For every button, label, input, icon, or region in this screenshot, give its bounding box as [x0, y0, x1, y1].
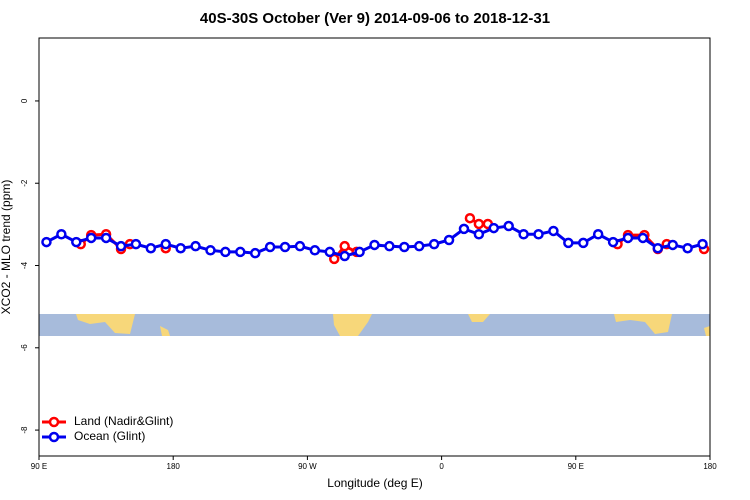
y-tick-label: -8 [20, 426, 29, 434]
point [563, 237, 574, 249]
point [578, 237, 589, 249]
point [518, 228, 529, 240]
point [533, 228, 544, 240]
point [309, 245, 321, 256]
point [637, 232, 649, 244]
point [294, 240, 306, 252]
x-tick-label: 0 [439, 462, 444, 471]
point [175, 242, 186, 254]
point [503, 220, 514, 232]
point [145, 242, 157, 254]
point [697, 238, 708, 250]
point [205, 245, 216, 256]
y-tick-label: -6 [20, 344, 29, 352]
point [548, 225, 559, 237]
point [339, 250, 350, 262]
point [85, 232, 97, 244]
point [100, 232, 112, 244]
x-tick-label: 90 E [568, 462, 584, 471]
plot-frame [38, 37, 711, 457]
point [652, 242, 664, 254]
legend-label: Ocean (Glint) [74, 429, 145, 443]
point [369, 239, 380, 251]
point [384, 240, 395, 252]
point [71, 236, 82, 248]
x-tick-label: 180 [703, 462, 717, 471]
point [115, 240, 127, 252]
point [473, 218, 485, 230]
legend-label: Land (Nadir&Glint) [74, 414, 173, 428]
point [473, 228, 485, 240]
point [279, 241, 291, 253]
chart-title: 40S-30S October (Ver 9) 2014-09-06 to 20… [200, 10, 550, 27]
x-tick-label: 180 [167, 462, 181, 471]
y-tick-label: 0 [20, 98, 29, 103]
point [354, 246, 365, 258]
point [413, 240, 425, 252]
point [443, 234, 455, 246]
point [667, 239, 678, 251]
point [190, 240, 201, 252]
point [488, 222, 500, 234]
point [428, 238, 440, 250]
point [328, 253, 340, 265]
point [607, 236, 619, 248]
point [264, 241, 276, 253]
point [235, 246, 246, 258]
y-tick-label: -4 [20, 261, 29, 269]
point [249, 247, 261, 259]
y-tick-label: -2 [20, 179, 29, 187]
point [130, 238, 142, 250]
point [41, 236, 52, 248]
point [220, 246, 231, 258]
point [622, 232, 634, 244]
x-axis-label: Longitude (deg E) [327, 476, 422, 490]
point [464, 212, 476, 224]
point [682, 242, 693, 254]
x-tick-label: 90 E [31, 462, 47, 471]
point [339, 240, 350, 252]
legend-marker [48, 416, 60, 428]
point [592, 228, 604, 240]
point [399, 241, 410, 253]
point [56, 228, 67, 240]
x-tick-label: 90 W [298, 462, 317, 471]
legend-marker [48, 431, 60, 443]
point [324, 246, 336, 258]
y-axis-label: XCO2 - MLO trend (ppm) [0, 180, 13, 315]
point [458, 223, 470, 235]
point [160, 238, 171, 250]
map-strip [39, 314, 710, 336]
